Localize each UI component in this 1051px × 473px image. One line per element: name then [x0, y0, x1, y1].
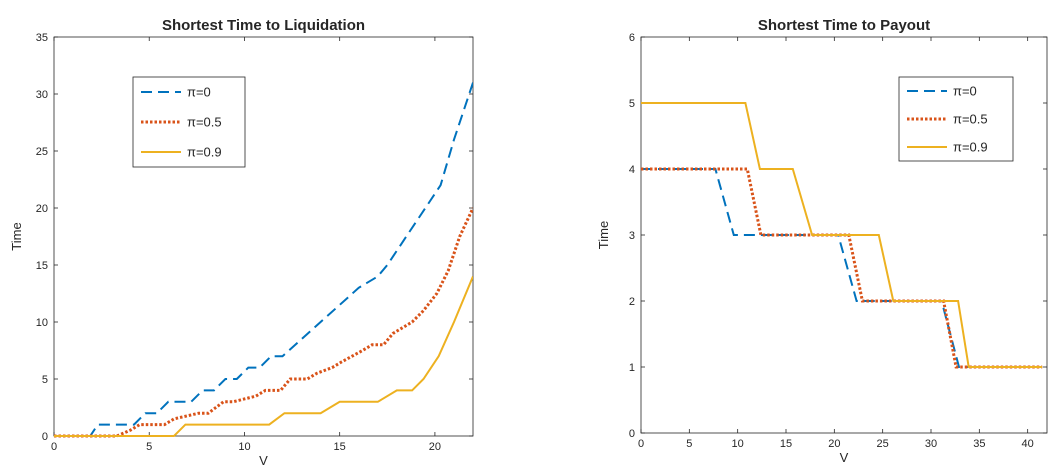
y-tick-label: 1 [629, 362, 635, 374]
series-line-2 [641, 102, 1043, 368]
chart-liquidation: 0 5 10 15 20 0 5 10 15 20 25 30 35 Shortest Time to L… [9, 17, 474, 468]
y-axis-label: Time [9, 222, 24, 250]
y-tick-label: 15 [36, 260, 48, 272]
chart-title: Shortest Time to Payout [758, 17, 930, 34]
x-tick-label: 40 [1022, 438, 1034, 450]
x-tick-label: 5 [146, 441, 152, 453]
y-tick-label: 20 [36, 203, 48, 215]
series-line-0 [54, 82, 473, 437]
y-tick-label: 0 [42, 431, 48, 443]
x-tick-label: 10 [732, 438, 744, 450]
x-tick-label: 20 [828, 438, 840, 450]
legend-label: π=0.9 [953, 140, 988, 155]
x-tick-label: 35 [973, 438, 985, 450]
y-tick-label: 35 [36, 32, 48, 44]
legend-label: π=0 [187, 85, 211, 100]
legend-label: π=0.5 [953, 112, 988, 127]
y-tick-label: 5 [629, 98, 635, 110]
y-axis-label: Time [596, 221, 611, 249]
y-tick-label: 3 [629, 230, 635, 242]
x-tick-label: 0 [51, 441, 57, 453]
y-tick-label: 4 [629, 164, 635, 176]
y-tick-label: 6 [629, 32, 635, 44]
series-line-1 [641, 167, 1043, 369]
series-line-2 [54, 276, 473, 437]
x-tick-label: 10 [238, 441, 250, 453]
y-tick-label: 0 [629, 428, 635, 440]
series-line-0 [641, 168, 1043, 368]
plot-area [53, 36, 474, 437]
y-tick-label: 30 [36, 89, 48, 101]
x-tick-label: 5 [686, 438, 692, 450]
x-tick-label: 15 [780, 438, 792, 450]
legend-label: π=0.5 [187, 115, 222, 130]
x-tick-label: 25 [877, 438, 889, 450]
x-tick-label: 0 [638, 438, 644, 450]
x-tick-label: 20 [429, 441, 441, 453]
legend-label: π=0.9 [187, 145, 222, 160]
x-axis-label: V [259, 453, 268, 468]
legend-label: π=0 [953, 84, 977, 99]
y-tick-label: 10 [36, 317, 48, 329]
y-tick-label: 25 [36, 146, 48, 158]
y-tick-label: 5 [42, 374, 48, 386]
y-tick-label: 2 [629, 296, 635, 308]
x-tick-label: 15 [334, 441, 346, 453]
chart-title: Shortest Time to Liquidation [162, 17, 365, 34]
chart-payout: 0 5 10 15 20 25 30 35 40 0 1 2 3 4 5 6 Shortest Time to … [596, 17, 1048, 465]
series-line-1 [54, 207, 473, 438]
x-tick-label: 30 [925, 438, 937, 450]
x-axis-label: V [840, 450, 849, 465]
